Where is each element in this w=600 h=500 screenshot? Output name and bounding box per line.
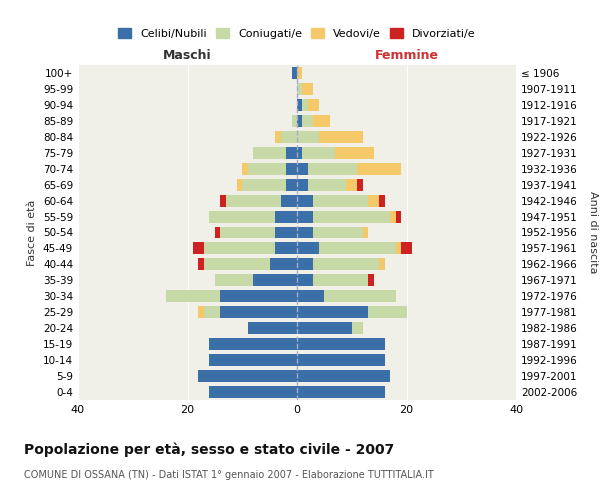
- Bar: [242, 162, 248, 174]
- Bar: [275, 242, 297, 254]
- Bar: [220, 226, 275, 238]
- Bar: [286, 147, 297, 158]
- Bar: [215, 274, 253, 286]
- Bar: [209, 386, 297, 398]
- Bar: [275, 131, 281, 143]
- Bar: [297, 306, 368, 318]
- Bar: [297, 99, 302, 111]
- Bar: [297, 322, 352, 334]
- Bar: [292, 67, 297, 79]
- Bar: [297, 67, 302, 79]
- Bar: [166, 290, 220, 302]
- Bar: [308, 99, 319, 111]
- Bar: [199, 258, 204, 270]
- Bar: [313, 210, 390, 222]
- Bar: [395, 210, 401, 222]
- Bar: [281, 194, 297, 206]
- Bar: [199, 370, 297, 382]
- Bar: [275, 226, 297, 238]
- Bar: [368, 194, 379, 206]
- Bar: [220, 306, 297, 318]
- Bar: [325, 290, 395, 302]
- Bar: [390, 210, 395, 222]
- Bar: [297, 194, 313, 206]
- Bar: [297, 338, 385, 350]
- Bar: [308, 162, 357, 174]
- Bar: [204, 306, 220, 318]
- Bar: [302, 115, 313, 127]
- Bar: [281, 131, 297, 143]
- Bar: [313, 258, 379, 270]
- Bar: [297, 354, 385, 366]
- Bar: [286, 162, 297, 174]
- Bar: [253, 147, 286, 158]
- Bar: [220, 290, 297, 302]
- Bar: [204, 242, 275, 254]
- Bar: [313, 194, 368, 206]
- Bar: [313, 226, 363, 238]
- Text: COMUNE DI OSSANA (TN) - Dati ISTAT 1° gennaio 2007 - Elaborazione TUTTITALIA.IT: COMUNE DI OSSANA (TN) - Dati ISTAT 1° ge…: [24, 470, 434, 480]
- Bar: [297, 83, 302, 95]
- Text: Popolazione per età, sesso e stato civile - 2007: Popolazione per età, sesso e stato civil…: [24, 442, 394, 457]
- Bar: [319, 242, 395, 254]
- Bar: [248, 162, 286, 174]
- Legend: Celibi/Nubili, Coniugati/e, Vedovi/e, Divorziati/e: Celibi/Nubili, Coniugati/e, Vedovi/e, Di…: [114, 24, 480, 44]
- Y-axis label: Anni di nascita: Anni di nascita: [589, 191, 598, 274]
- Bar: [297, 162, 308, 174]
- Bar: [286, 178, 297, 190]
- Bar: [292, 115, 297, 127]
- Bar: [313, 115, 330, 127]
- Bar: [368, 274, 374, 286]
- Bar: [242, 178, 286, 190]
- Bar: [302, 83, 313, 95]
- Bar: [209, 210, 275, 222]
- Bar: [379, 258, 385, 270]
- Bar: [352, 322, 362, 334]
- Bar: [248, 322, 297, 334]
- Bar: [335, 147, 374, 158]
- Bar: [226, 194, 281, 206]
- Bar: [319, 131, 362, 143]
- Bar: [275, 210, 297, 222]
- Bar: [237, 178, 242, 190]
- Bar: [401, 242, 412, 254]
- Bar: [346, 178, 357, 190]
- Bar: [395, 242, 401, 254]
- Bar: [269, 258, 297, 270]
- Bar: [302, 99, 308, 111]
- Bar: [209, 354, 297, 366]
- Bar: [297, 131, 319, 143]
- Bar: [209, 338, 297, 350]
- Bar: [253, 274, 297, 286]
- Text: Femmine: Femmine: [374, 49, 439, 62]
- Bar: [357, 162, 401, 174]
- Bar: [357, 178, 363, 190]
- Text: Maschi: Maschi: [163, 49, 212, 62]
- Bar: [297, 242, 319, 254]
- Bar: [297, 290, 325, 302]
- Bar: [297, 226, 313, 238]
- Bar: [297, 210, 313, 222]
- Bar: [204, 258, 269, 270]
- Bar: [199, 306, 204, 318]
- Bar: [297, 178, 308, 190]
- Bar: [297, 386, 385, 398]
- Bar: [297, 274, 313, 286]
- Bar: [368, 306, 407, 318]
- Bar: [220, 194, 226, 206]
- Y-axis label: Fasce di età: Fasce di età: [28, 200, 37, 266]
- Bar: [193, 242, 204, 254]
- Bar: [308, 178, 346, 190]
- Bar: [297, 147, 302, 158]
- Bar: [297, 258, 313, 270]
- Bar: [297, 370, 390, 382]
- Bar: [297, 115, 302, 127]
- Bar: [215, 226, 220, 238]
- Bar: [302, 147, 335, 158]
- Bar: [362, 226, 368, 238]
- Bar: [379, 194, 385, 206]
- Bar: [313, 274, 368, 286]
